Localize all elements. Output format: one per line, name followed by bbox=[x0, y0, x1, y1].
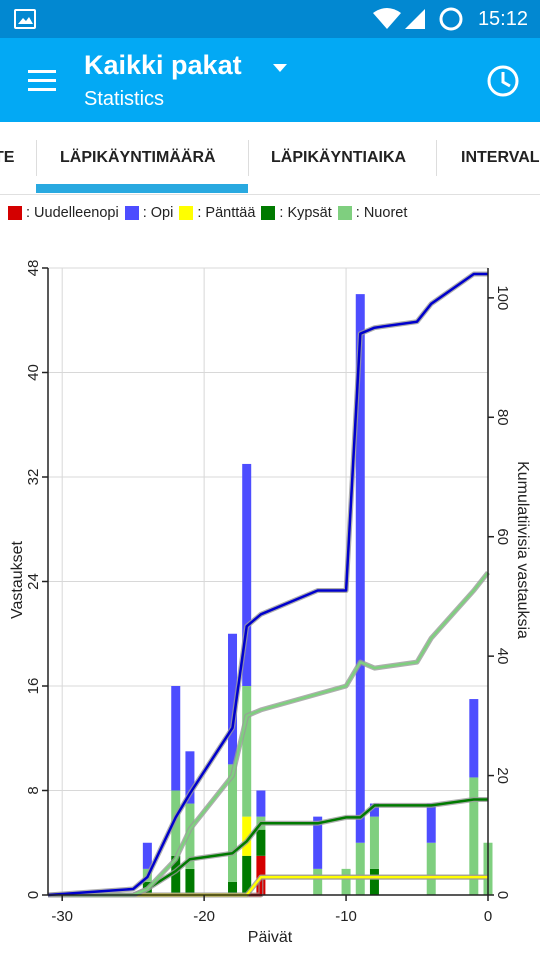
legend-label: : Opi bbox=[142, 205, 174, 221]
page-subtitle: Statistics bbox=[84, 88, 165, 110]
legend-label: : Kypsät bbox=[279, 205, 332, 221]
bar-segment bbox=[242, 686, 252, 817]
tab-divider bbox=[36, 140, 37, 176]
bar-segment bbox=[185, 803, 195, 869]
cumulative-line bbox=[48, 798, 488, 897]
legend-swatch bbox=[179, 206, 194, 220]
legend-swatch bbox=[261, 206, 276, 220]
bar-segment bbox=[426, 803, 436, 843]
x-tick-label: 0 bbox=[484, 908, 492, 925]
legend-label: : Pänttää bbox=[197, 205, 256, 221]
legend-label: : Uudelleenopi bbox=[26, 205, 119, 221]
bar-segment bbox=[185, 751, 195, 804]
gallery-notification-icon bbox=[14, 9, 36, 29]
clock-icon[interactable] bbox=[486, 64, 520, 98]
chart-axes bbox=[42, 267, 494, 901]
chart-legend: : Uudelleenopi : Opi : Pänttää : Kypsät … bbox=[8, 200, 413, 226]
y2-tick-label: 40 bbox=[494, 648, 511, 665]
selected-tab-indicator bbox=[36, 184, 248, 193]
bar-segment bbox=[369, 803, 379, 817]
status-time: 15:12 bbox=[477, 8, 528, 30]
cumulative-lines bbox=[47, 271, 490, 898]
signal-icon bbox=[405, 9, 425, 29]
bar-segment bbox=[228, 633, 238, 765]
x-tick-label: -20 bbox=[193, 908, 215, 925]
bar-segment bbox=[256, 790, 266, 817]
battery-circle-icon bbox=[439, 7, 463, 31]
legend-swatch bbox=[337, 206, 352, 220]
y2-axis-label: Kumulatiivisia vastauksia bbox=[514, 461, 531, 639]
cumulative-line-shadow bbox=[48, 797, 488, 898]
bar-segment bbox=[142, 842, 152, 869]
bar-segment bbox=[355, 842, 365, 895]
y-tick-label: 24 bbox=[25, 573, 42, 590]
y2-tick-label: 80 bbox=[494, 409, 511, 426]
bar-segment bbox=[469, 699, 479, 778]
chart-grid bbox=[48, 267, 489, 896]
x-tick-label: -10 bbox=[335, 908, 357, 925]
legend-swatch bbox=[8, 206, 22, 220]
y-axis-label: Vastaukset bbox=[9, 540, 26, 619]
bar-segment bbox=[313, 868, 323, 895]
bar-segment bbox=[171, 790, 181, 856]
y-tick-label: 48 bbox=[25, 260, 42, 277]
y2-tick-label: 100 bbox=[494, 285, 511, 310]
y-tick-label: 8 bbox=[25, 786, 42, 794]
y2-tick-label: 20 bbox=[494, 767, 511, 784]
deck-selector-title[interactable]: Kaikki pakat bbox=[84, 50, 242, 80]
legend-item-learn: : Opi bbox=[124, 205, 174, 221]
legend-item-relearn: : Uudelleenopi bbox=[8, 205, 119, 221]
bar-segment bbox=[355, 294, 365, 843]
bar-segment bbox=[426, 842, 436, 895]
cumulative-line-shadow bbox=[48, 570, 490, 898]
status-bar: 15:12 bbox=[0, 0, 540, 38]
y2-tick-label: 60 bbox=[494, 528, 511, 545]
bar-segment bbox=[185, 868, 195, 895]
wifi-icon bbox=[373, 8, 401, 29]
tab-divider bbox=[248, 140, 249, 176]
review-count-chart: -30 -20 -10 0 0 8 16 24 32 40 48 0 20 40 60 80 100 Päivä… bbox=[9, 260, 531, 946]
legend-swatch bbox=[124, 206, 139, 220]
tab-divider bbox=[436, 140, 437, 176]
bar-segment bbox=[228, 764, 238, 882]
x-axis-label: Päivät bbox=[248, 929, 293, 946]
app-bar bbox=[0, 38, 540, 122]
bar-segment bbox=[469, 777, 479, 895]
bar-segment bbox=[313, 816, 323, 869]
y-tick-label: 16 bbox=[25, 678, 42, 695]
tab-partial-left[interactable]: TE bbox=[0, 149, 15, 166]
tab-intervals[interactable]: INTERVAL bbox=[461, 149, 540, 166]
chevron-down-icon[interactable] bbox=[270, 62, 290, 74]
menu-icon[interactable] bbox=[26, 68, 58, 92]
tab-review-time[interactable]: LÄPIKÄYNTIAIKA bbox=[271, 149, 407, 166]
cumulative-line-shadow bbox=[47, 271, 488, 898]
bar-segment bbox=[242, 463, 252, 686]
bar-segment bbox=[369, 816, 379, 869]
legend-item-cram: : Pänttää bbox=[179, 205, 255, 221]
bar-segment bbox=[256, 829, 266, 856]
bar-segment bbox=[228, 881, 238, 895]
bar-segment bbox=[341, 868, 351, 895]
bar-segment bbox=[171, 855, 181, 895]
y-tick-label: 40 bbox=[25, 364, 42, 381]
bar-segment bbox=[171, 686, 181, 791]
bar-segment bbox=[242, 855, 252, 895]
legend-item-young: : Nuoret bbox=[337, 205, 408, 221]
tab-review-count[interactable]: LÄPIKÄYNTIMÄÄRÄ bbox=[60, 149, 216, 166]
cumulative-line bbox=[48, 571, 489, 897]
y2-tick-label: 0 bbox=[494, 891, 511, 899]
cumulative-line bbox=[47, 272, 488, 897]
bar-segment bbox=[369, 868, 379, 895]
x-tick-label: -30 bbox=[51, 908, 73, 925]
y-tick-label: 0 bbox=[25, 891, 42, 899]
legend-item-mature: : Kypsät bbox=[261, 205, 332, 221]
legend-label: : Nuoret bbox=[355, 205, 408, 221]
bar-segment bbox=[242, 816, 252, 856]
tab-bar: TE LÄPIKÄYNTIMÄÄRÄ LÄPIKÄYNTIAIKA INTERV… bbox=[0, 122, 540, 195]
chart-tick-labels: -30 -20 -10 0 0 8 16 24 32 40 48 0 20 40 60 80 100 bbox=[25, 260, 511, 925]
y-tick-label: 32 bbox=[25, 469, 42, 486]
